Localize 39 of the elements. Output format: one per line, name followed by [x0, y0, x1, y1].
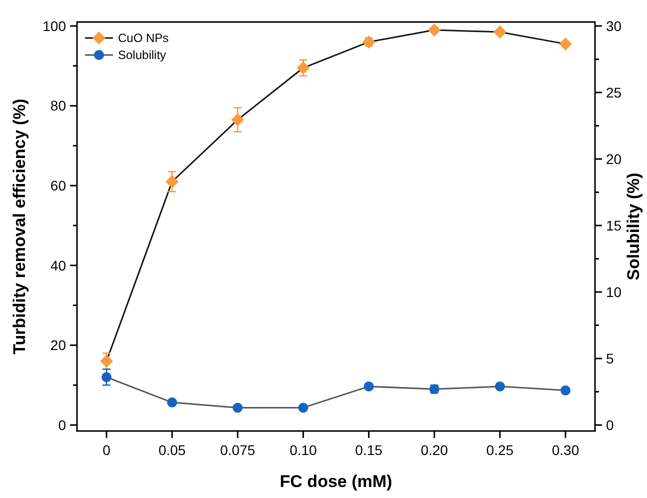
- point: [560, 385, 570, 396]
- point: [494, 381, 505, 392]
- y-axis-title: Turbidity removal efficiency (%): [10, 98, 29, 354]
- point: [167, 397, 178, 408]
- legend-label: Solubility: [118, 48, 166, 62]
- x-tick-label: 0.05: [158, 442, 186, 458]
- y-tick-label: 40: [50, 257, 66, 274]
- y2-axis-title: Solubility (%): [624, 172, 643, 280]
- point: [428, 23, 441, 36]
- y2-tick-label: 30: [606, 18, 622, 34]
- y-tick-label: 60: [50, 178, 66, 194]
- x-tick-label: 0.075: [220, 442, 256, 458]
- x-tick-label: 0.10: [290, 442, 318, 458]
- x-tick-label: 0.20: [420, 442, 448, 458]
- point: [364, 381, 374, 392]
- y2-tick-label: 15: [606, 217, 622, 234]
- point: [493, 25, 506, 38]
- y-tick-label: 100: [42, 18, 66, 34]
- point: [231, 113, 244, 126]
- y-tick-label: 20: [50, 337, 66, 354]
- point: [232, 402, 243, 413]
- point: [102, 372, 112, 382]
- legend-label: CuO NPs: [118, 31, 169, 46]
- y2-tick-label: 25: [606, 84, 622, 100]
- point: [166, 175, 179, 188]
- x-tick-label: 0.25: [486, 442, 514, 458]
- y-tick-label: 0: [58, 416, 66, 433]
- y-tick-label: 80: [50, 98, 66, 114]
- y2-tick-label: 5: [606, 350, 614, 366]
- y2-tick-label: 0: [606, 416, 614, 433]
- point: [298, 402, 308, 413]
- point: [558, 37, 572, 50]
- y2-tick-label: 10: [606, 284, 622, 300]
- x-tick-label: 0.30: [552, 442, 580, 458]
- y2-tick-label: 20: [606, 150, 622, 167]
- x-tick-label: 0: [102, 442, 111, 458]
- point: [296, 61, 310, 74]
- x-axis-title: FC dose (mM): [280, 472, 392, 491]
- x-tick-label: 0.15: [355, 442, 383, 458]
